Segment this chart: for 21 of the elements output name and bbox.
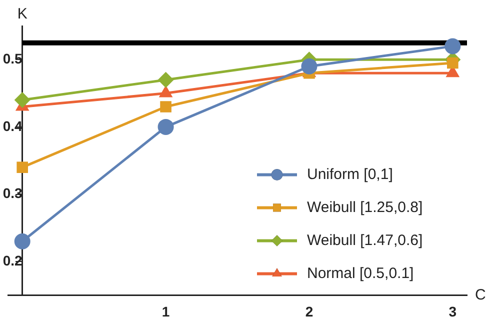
legend-label: Weibull [1.25,0.8]: [307, 198, 423, 216]
point: [447, 57, 458, 69]
point: [158, 118, 174, 135]
y-tick-label: 0.2: [2, 252, 23, 268]
x-tick-label: 1: [162, 303, 170, 320]
x-tick-label: 2: [305, 303, 314, 320]
point: [444, 38, 461, 54]
legend-label: Weibull [1.47,0.6]: [307, 232, 423, 249]
legend-label: Uniform [0,1]: [307, 166, 393, 183]
x-axis-title: C: [475, 286, 486, 304]
y-tick-label: 0.3: [2, 185, 23, 202]
legend-label: Normal [0.5,0.1]: [307, 264, 414, 282]
point: [16, 162, 28, 173]
y-tick-label: 0.5: [2, 50, 23, 67]
point: [160, 101, 172, 112]
x-tick-label: 3: [448, 303, 457, 320]
point: [158, 72, 174, 88]
point: [14, 92, 30, 108]
y-axis-title: K: [17, 6, 28, 23]
point: [301, 58, 318, 74]
point: [14, 233, 30, 250]
